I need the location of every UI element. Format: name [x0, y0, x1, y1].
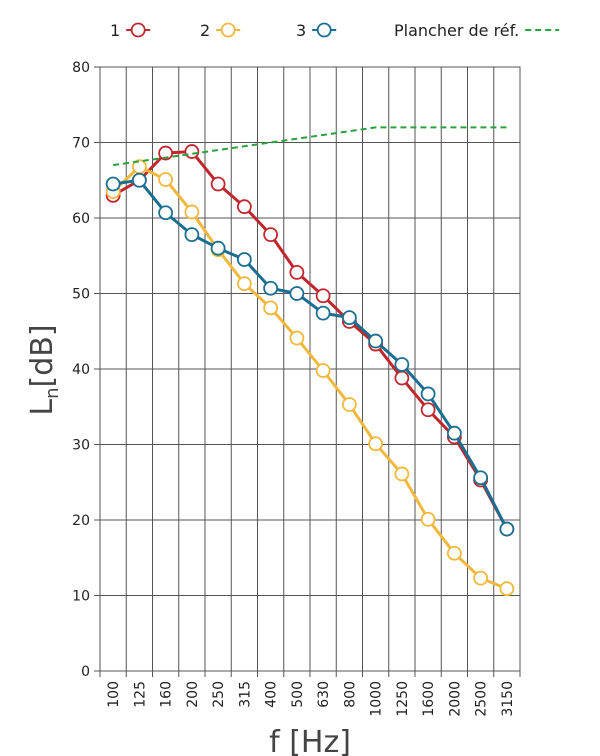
x-tick-label: 250 — [211, 681, 227, 708]
x-tick-label: 630 — [316, 681, 332, 708]
data-point — [473, 570, 489, 586]
x-tick-label: 500 — [290, 681, 306, 708]
y-tick-label: 40 — [72, 362, 90, 378]
data-point — [236, 276, 252, 292]
data-point — [236, 252, 252, 267]
data-point — [210, 240, 226, 256]
data-point — [315, 288, 331, 304]
x-tick-label: 315 — [237, 681, 253, 708]
x-tick-label: 200 — [185, 681, 201, 708]
x-tick-label: 3150 — [500, 681, 516, 717]
legend-item-3: 3 — [296, 21, 337, 40]
x-axis-title: f [Hz] — [269, 725, 351, 756]
y-tick-label: 30 — [72, 438, 90, 454]
legend-swatch-marker — [220, 22, 236, 38]
data-point — [341, 397, 357, 412]
series-4 — [112, 126, 507, 167]
data-point — [420, 386, 436, 402]
x-tick-label: 100 — [106, 681, 122, 708]
y-tick-label: 20 — [72, 513, 90, 529]
legend-item-1: 1 — [110, 21, 151, 40]
data-point — [263, 227, 279, 243]
legend-label: 2 — [200, 21, 210, 40]
y-axis-ticks: 0 10 20 30 40 50 60 70 80 — [72, 60, 90, 680]
series-2 — [105, 159, 515, 597]
x-tick-label: 160 — [159, 681, 175, 708]
y-axis-title-sub: n — [42, 387, 63, 398]
data-point — [368, 333, 384, 349]
x-tick-label: 1250 — [395, 681, 411, 717]
data-point — [131, 172, 147, 188]
legend-item-2: 2 — [200, 21, 241, 40]
y-tick-label: 60 — [72, 211, 90, 227]
data-point — [394, 370, 410, 386]
legend: 1 2 3 Plancher de réf. — [110, 21, 560, 40]
legend-label: 3 — [296, 21, 306, 40]
x-tick-label: 800 — [342, 681, 358, 708]
data-point — [315, 305, 331, 321]
data-point — [184, 227, 200, 243]
x-tick-label: 400 — [264, 681, 280, 708]
data-point — [289, 286, 305, 301]
x-tick-label: 1600 — [421, 681, 437, 717]
data-point — [158, 205, 174, 221]
data-point — [499, 521, 515, 537]
data-point — [184, 144, 200, 159]
legend-label: Plancher de réf. — [394, 21, 519, 40]
y-axis-title-main: L — [25, 399, 60, 416]
x-tick-label: 2500 — [474, 681, 490, 717]
data-point — [236, 199, 252, 215]
data-point — [158, 172, 174, 187]
series-line — [112, 164, 508, 591]
data-point — [105, 176, 121, 192]
data-point — [499, 581, 515, 597]
data-point — [420, 511, 436, 527]
data-point — [263, 280, 279, 296]
x-tick-label: 1000 — [369, 681, 385, 717]
legend-label: 1 — [110, 21, 120, 40]
legend-swatch-marker — [316, 22, 332, 38]
series-layer — [105, 126, 515, 597]
data-point — [289, 330, 305, 346]
legend-swatch-marker — [130, 22, 146, 38]
series-3 — [105, 172, 515, 537]
data-point — [473, 470, 489, 486]
data-point — [341, 310, 357, 326]
data-point — [315, 363, 331, 378]
x-tick-label: 125 — [132, 681, 148, 708]
data-point — [289, 264, 305, 280]
y-tick-label: 70 — [72, 136, 90, 152]
y-tick-label: 10 — [72, 589, 90, 605]
data-point — [394, 466, 410, 482]
x-tick-label: 2000 — [447, 681, 463, 717]
data-point — [184, 204, 200, 220]
data-point — [420, 402, 436, 418]
x-axis-ticks: 100 125 160 200 250 315 400 500 630 800 1000 1250 16… — [106, 681, 516, 717]
data-point — [446, 425, 462, 441]
y-axis-title: Ln[dB] — [25, 324, 63, 415]
legend-item-4: Plancher de réf. — [394, 21, 560, 40]
y-tick-label: 80 — [72, 60, 90, 76]
data-point — [394, 357, 410, 372]
y-tick-label: 0 — [81, 664, 90, 680]
data-point — [368, 436, 384, 452]
y-axis-title-unit: [dB] — [25, 324, 60, 387]
series-line — [112, 126, 507, 167]
series-line — [112, 178, 509, 530]
data-point — [210, 176, 226, 192]
series-line — [112, 150, 509, 530]
y-tick-label: 50 — [72, 287, 90, 303]
data-point — [263, 300, 279, 316]
data-point — [446, 545, 462, 561]
data-point — [158, 145, 174, 161]
